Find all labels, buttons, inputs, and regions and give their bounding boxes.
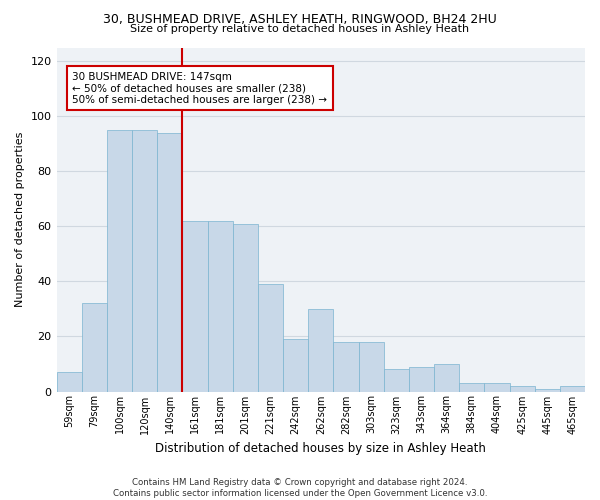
Bar [132,130,157,392]
Y-axis label: Number of detached properties: Number of detached properties [15,132,25,307]
Text: Contains HM Land Registry data © Crown copyright and database right 2024.
Contai: Contains HM Land Registry data © Crown c… [113,478,487,498]
Bar [107,130,132,392]
Bar [334,342,359,392]
Bar [434,364,459,392]
Text: Size of property relative to detached houses in Ashley Heath: Size of property relative to detached ho… [130,24,470,34]
Bar [283,339,308,392]
Bar [535,389,560,392]
Bar [359,342,383,392]
Bar [308,309,334,392]
Bar [409,366,434,392]
Bar [258,284,283,392]
X-axis label: Distribution of detached houses by size in Ashley Heath: Distribution of detached houses by size … [155,442,486,455]
Bar [182,221,208,392]
Text: 30 BUSHMEAD DRIVE: 147sqm
← 50% of detached houses are smaller (238)
50% of semi: 30 BUSHMEAD DRIVE: 147sqm ← 50% of detac… [73,72,328,105]
Bar [56,372,82,392]
Bar [484,384,509,392]
Bar [509,386,535,392]
Bar [208,221,233,392]
Bar [459,384,484,392]
Bar [560,386,585,392]
Bar [233,224,258,392]
Text: 30, BUSHMEAD DRIVE, ASHLEY HEATH, RINGWOOD, BH24 2HU: 30, BUSHMEAD DRIVE, ASHLEY HEATH, RINGWO… [103,12,497,26]
Bar [383,370,409,392]
Bar [157,133,182,392]
Bar [82,304,107,392]
